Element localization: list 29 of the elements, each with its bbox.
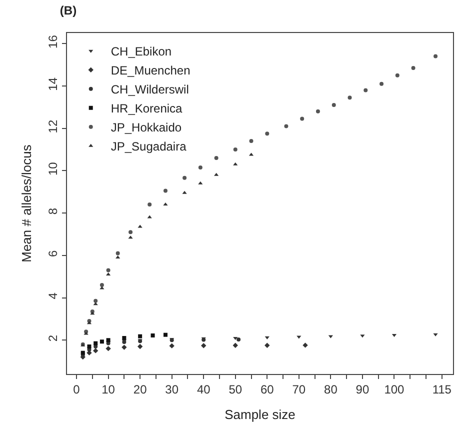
y-tick-label: 6 [46,250,60,257]
legend-label: DE_Muenchen [110,64,190,78]
x-tick-label: 115 [432,382,452,396]
y-tick-label: 8 [46,208,60,215]
legend-label: CH_Wilderswil [110,82,189,97]
legend-label: JP_Sugadaira [110,140,187,154]
chart-title: (B) [60,4,77,18]
x-tick-label: 0 [73,382,80,396]
legend-label: CH_Ebikon [110,44,172,59]
x-tick-label: 90 [356,382,370,396]
x-axis-title: Sample size [224,407,296,422]
y-axis-title: Mean # alleles/locus [19,144,34,262]
x-tick-label: 10 [102,382,116,396]
y-tick-label: 12 [46,120,60,134]
x-tick-label: 70 [292,382,306,396]
x-tick-label: 50 [228,382,242,396]
x-tick-label: 20 [133,382,148,396]
x-tick-label: 100 [384,382,405,396]
y-tick-label: 14 [46,77,60,91]
x-tick-label: 40 [196,382,211,396]
x-tick-label: 30 [165,382,179,396]
x-tick-label: 80 [324,382,338,396]
x-tick-label: 60 [260,382,274,396]
y-tick-label: 10 [46,162,60,176]
y-tick-label: 4 [46,292,60,300]
y-tick-label: 16 [46,34,60,48]
legend-label: JP_Hokkaido [110,120,182,135]
y-tick-label: 2 [46,334,60,342]
legend-label: HR_Korenica [110,102,183,116]
